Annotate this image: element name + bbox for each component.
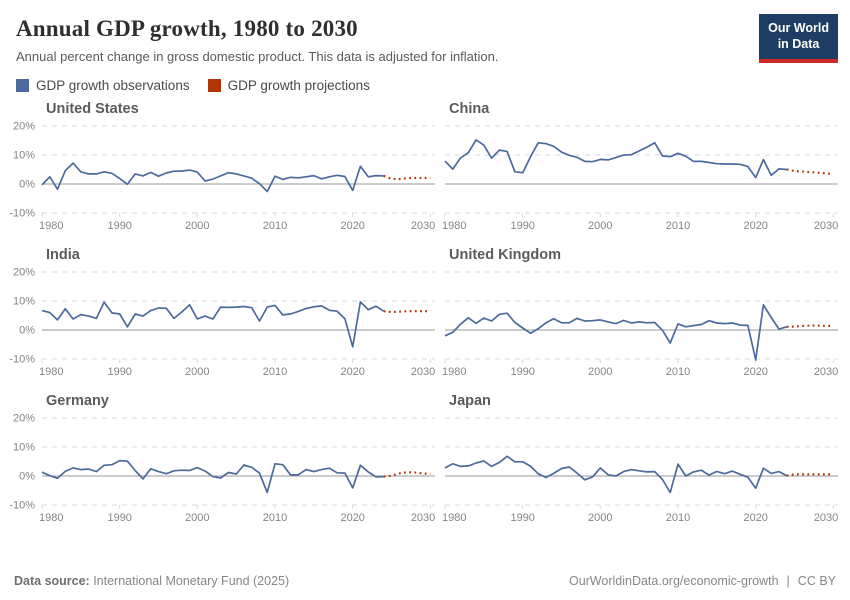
svg-text:2000: 2000 (588, 366, 612, 378)
owid-logo[interactable]: Our World in Data (759, 14, 838, 63)
svg-text:1980: 1980 (442, 366, 466, 378)
svg-text:2030: 2030 (411, 512, 435, 524)
svg-text:2020: 2020 (340, 512, 364, 524)
chart-footer: Data source: International Monetary Fund… (12, 574, 838, 588)
svg-text:2030: 2030 (814, 366, 838, 378)
chart-india: India 20% 10% 0% -10% 1980 1990 2000 2010 2020 20… (9, 247, 435, 380)
chart-title[interactable]: United Kingdom (449, 247, 561, 263)
chart-plot-united-states[interactable]: 20% 10% 0% -10% 1980 1990 2000 2010 2020 2030 (9, 120, 435, 234)
svg-text:1980: 1980 (39, 512, 63, 524)
owid-logo-line1: Our World (768, 21, 829, 35)
svg-text:1990: 1990 (107, 366, 131, 378)
svg-text:2030: 2030 (411, 220, 435, 232)
legend-item-label: GDP growth projections (227, 78, 370, 93)
svg-text:20%: 20% (13, 267, 35, 279)
svg-text:1990: 1990 (107, 512, 131, 524)
chart-china: China 1980 1990 2000 2010 2020 2030 (442, 101, 838, 234)
svg-text:2010: 2010 (666, 220, 690, 232)
chart-plot-india[interactable]: 20% 10% 0% -10% 1980 1990 2000 2010 2020 2030 (9, 266, 435, 380)
svg-text:2020: 2020 (743, 366, 767, 378)
svg-text:2020: 2020 (743, 220, 767, 232)
chart-plot-japan[interactable]: 1980 1990 2000 2010 2020 2030 (442, 412, 838, 526)
page-title: Annual GDP growth, 1980 to 2030 (16, 16, 358, 41)
svg-text:2010: 2010 (666, 512, 690, 524)
svg-text:0%: 0% (19, 179, 35, 191)
legend-item-label: GDP growth observations (36, 78, 190, 93)
owid-logo-line2: in Data (777, 37, 820, 52)
svg-text:0%: 0% (19, 471, 35, 483)
legend-item-projections[interactable]: GDP growth projections (207, 78, 370, 93)
chart-title[interactable]: China (449, 101, 490, 117)
data-source-value: International Monetary Fund (2025) (89, 574, 290, 588)
svg-text:1980: 1980 (39, 220, 63, 232)
svg-text:2010: 2010 (666, 366, 690, 378)
svg-text:2020: 2020 (743, 512, 767, 524)
chart-title[interactable]: Japan (449, 393, 491, 409)
svg-text:10%: 10% (13, 442, 35, 454)
charts-grid: United States 20% 10% 0% -10% 1980 1990 2000 20… (9, 101, 838, 526)
svg-text:1990: 1990 (510, 220, 534, 232)
footer-divider: | (786, 574, 790, 588)
legend: GDP growth observations GDP growth proje… (16, 78, 838, 93)
chart-japan: Japan 1980 1990 2000 2010 2020 2030 (442, 393, 838, 526)
chart-plot-germany[interactable]: 20% 10% 0% -10% 1980 1990 2000 2010 2020 2030 (9, 412, 435, 526)
svg-text:-10%: -10% (9, 354, 35, 366)
chart-united-states: United States 20% 10% 0% -10% 1980 1990 2000 20… (9, 101, 435, 234)
svg-text:1990: 1990 (510, 366, 534, 378)
svg-text:2000: 2000 (185, 366, 209, 378)
chart-united-kingdom: United Kingdom 1980 1990 2000 2010 2020 2030 (442, 247, 838, 380)
chart-plot-united-kingdom[interactable]: 1980 1990 2000 2010 2020 2030 (442, 266, 838, 380)
header-titles: Annual GDP growth, 1980 to 2030 Annual p… (12, 10, 499, 64)
chart-header: Annual GDP growth, 1980 to 2030 Annual p… (12, 10, 838, 64)
chart-plot-china[interactable]: 1980 1990 2000 2010 2020 2030 (442, 120, 838, 234)
projections-swatch-icon (207, 79, 221, 92)
svg-text:2030: 2030 (814, 220, 838, 232)
legend-item-observations[interactable]: GDP growth observations (16, 78, 190, 93)
svg-text:20%: 20% (13, 413, 35, 425)
chart-title[interactable]: India (46, 247, 80, 263)
svg-text:1990: 1990 (107, 220, 131, 232)
svg-text:20%: 20% (13, 121, 35, 133)
svg-text:2020: 2020 (340, 366, 364, 378)
data-source-label: Data source: (14, 574, 90, 588)
chart-subtitle: Annual percent change in gross domestic … (16, 49, 499, 64)
svg-text:-10%: -10% (9, 208, 35, 220)
owid-url-link[interactable]: OurWorldinData.org/economic-growth (568, 574, 779, 588)
chart-title[interactable]: United States (46, 101, 139, 117)
svg-text:10%: 10% (13, 296, 35, 308)
svg-text:1980: 1980 (442, 512, 466, 524)
svg-text:2000: 2000 (588, 220, 612, 232)
svg-text:2000: 2000 (588, 512, 612, 524)
svg-text:1980: 1980 (442, 220, 466, 232)
svg-text:2020: 2020 (340, 220, 364, 232)
license-link[interactable]: CC BY (797, 574, 836, 588)
chart-title[interactable]: Germany (46, 393, 109, 409)
svg-text:2010: 2010 (263, 366, 287, 378)
svg-text:2000: 2000 (185, 220, 209, 232)
chart-germany: Germany 20% 10% 0% -10% 1980 1990 2000 2010 2020… (9, 393, 435, 526)
svg-text:-10%: -10% (9, 500, 35, 512)
svg-text:0%: 0% (19, 325, 35, 337)
svg-text:1990: 1990 (510, 512, 534, 524)
svg-text:10%: 10% (13, 150, 35, 162)
data-source: Data source: International Monetary Fund… (14, 574, 289, 588)
svg-text:2010: 2010 (263, 220, 287, 232)
svg-text:2000: 2000 (185, 512, 209, 524)
svg-text:2010: 2010 (263, 512, 287, 524)
svg-text:1980: 1980 (39, 366, 63, 378)
svg-text:2030: 2030 (411, 366, 435, 378)
svg-text:2030: 2030 (814, 512, 838, 524)
footer-credit: OurWorldinData.org/economic-growth | CC … (569, 574, 836, 588)
observations-swatch-icon (16, 79, 29, 92)
